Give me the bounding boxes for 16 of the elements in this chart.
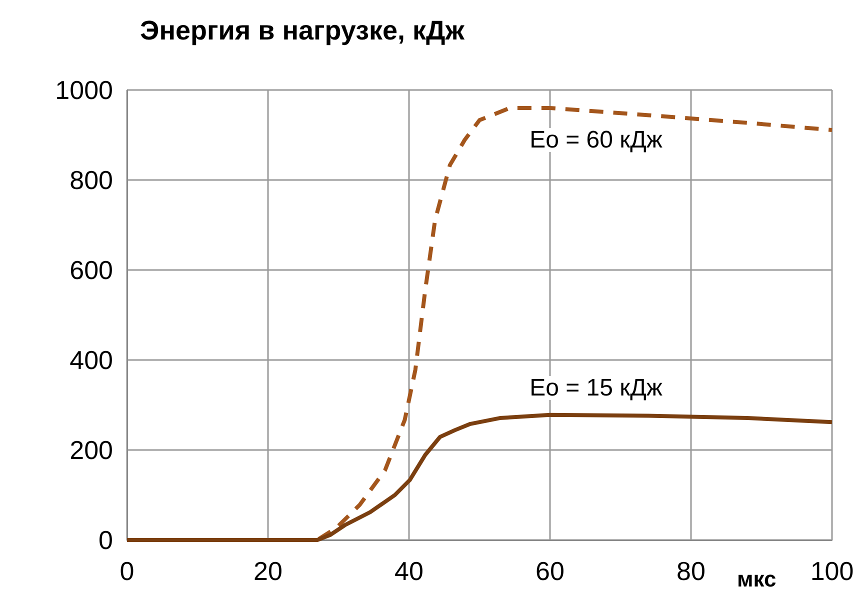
- annotation: Eo = 60 кДж: [530, 126, 662, 154]
- y-tick-label: 600: [70, 255, 113, 285]
- x-tick-label: 0: [120, 556, 134, 586]
- y-tick-label: 0: [98, 525, 113, 555]
- x-tick-label: 60: [536, 556, 564, 586]
- x-tick-label: 20: [254, 556, 282, 586]
- x-tick-label: 40: [394, 556, 424, 586]
- y-tick-label: 800: [70, 165, 113, 195]
- y-tick-label: 400: [70, 345, 113, 375]
- x-tick-label: 100: [810, 556, 854, 586]
- chart-title: Энергия в нагрузке, кДж: [140, 16, 466, 46]
- annotation: Eo = 15 кДж: [530, 374, 662, 402]
- y-tick-label: 1000: [55, 75, 113, 105]
- x-tick-label: 80: [676, 556, 706, 586]
- x-axis-title: мкс: [737, 566, 776, 592]
- y-tick-label: 200: [70, 435, 113, 465]
